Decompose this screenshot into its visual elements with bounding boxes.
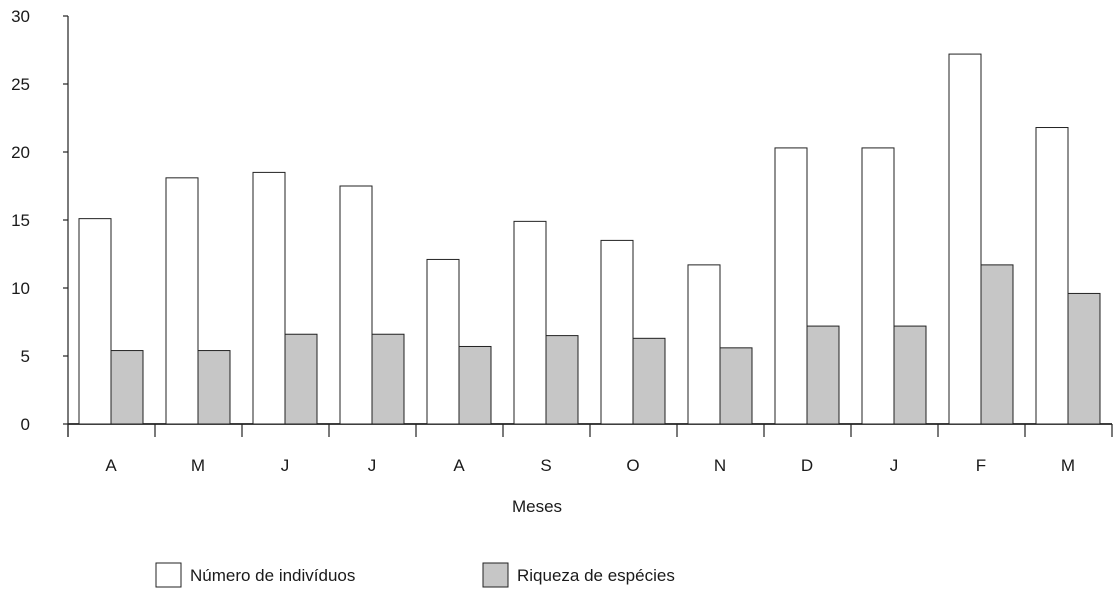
y-tick-label: 0 bbox=[21, 415, 30, 434]
bar-riqueza-especies bbox=[1067, 292, 1101, 425]
bar-riqueza-especies bbox=[197, 350, 231, 425]
bar-riqueza-especies bbox=[458, 345, 492, 425]
bar-numero-individuos bbox=[1035, 127, 1069, 425]
bar-riqueza-especies bbox=[980, 264, 1014, 425]
y-tick-label: 5 bbox=[21, 347, 30, 366]
bar-riqueza-especies bbox=[110, 350, 144, 425]
y-tick-label: 30 bbox=[11, 7, 30, 26]
x-axis-title: Meses bbox=[512, 497, 562, 516]
bar-numero-individuos bbox=[78, 218, 112, 425]
legend-label: Riqueza de espécies bbox=[517, 566, 675, 585]
x-tick-label: D bbox=[801, 456, 813, 475]
bar-numero-individuos bbox=[948, 53, 982, 425]
legend-label: Número de indivíduos bbox=[190, 566, 355, 585]
x-tick-label: O bbox=[626, 456, 639, 475]
x-tick-label: J bbox=[368, 456, 377, 475]
x-tick-label: J bbox=[890, 456, 899, 475]
x-tick-label: J bbox=[281, 456, 290, 475]
bar-numero-individuos bbox=[861, 147, 895, 425]
bar-numero-individuos bbox=[774, 147, 808, 425]
bar-numero-individuos bbox=[165, 177, 199, 425]
bar-riqueza-especies bbox=[632, 337, 666, 425]
bar-numero-individuos bbox=[426, 258, 460, 425]
x-tick-label: M bbox=[1061, 456, 1075, 475]
bar-riqueza-especies bbox=[284, 333, 318, 425]
bar-riqueza-especies bbox=[719, 347, 753, 425]
x-tick-label: S bbox=[540, 456, 551, 475]
y-tick-label: 20 bbox=[11, 143, 30, 162]
y-tick-label: 25 bbox=[11, 75, 30, 94]
bar-riqueza-especies bbox=[806, 325, 840, 425]
x-tick-label: F bbox=[976, 456, 986, 475]
bar-numero-individuos bbox=[687, 264, 721, 425]
x-tick-label: M bbox=[191, 456, 205, 475]
x-tick-label: A bbox=[453, 456, 465, 475]
x-tick-label: N bbox=[714, 456, 726, 475]
y-tick-label: 15 bbox=[11, 211, 30, 230]
bar-riqueza-especies bbox=[893, 325, 927, 425]
bar-numero-individuos bbox=[339, 185, 373, 425]
legend-swatch bbox=[155, 562, 182, 588]
bar-numero-individuos bbox=[600, 239, 634, 425]
bar-numero-individuos bbox=[513, 220, 547, 425]
legend: Número de indivíduos Riqueza de espécies bbox=[155, 562, 675, 588]
legend-swatch bbox=[482, 562, 509, 588]
bars bbox=[78, 53, 1101, 425]
bar-riqueza-especies bbox=[545, 335, 579, 425]
y-tick-label: 10 bbox=[11, 279, 30, 298]
bar-numero-individuos bbox=[252, 171, 286, 425]
y-axis: 0 5 10 15 20 25 30 bbox=[11, 7, 69, 437]
x-tick-label: A bbox=[105, 456, 117, 475]
bar-riqueza-especies bbox=[371, 333, 405, 425]
